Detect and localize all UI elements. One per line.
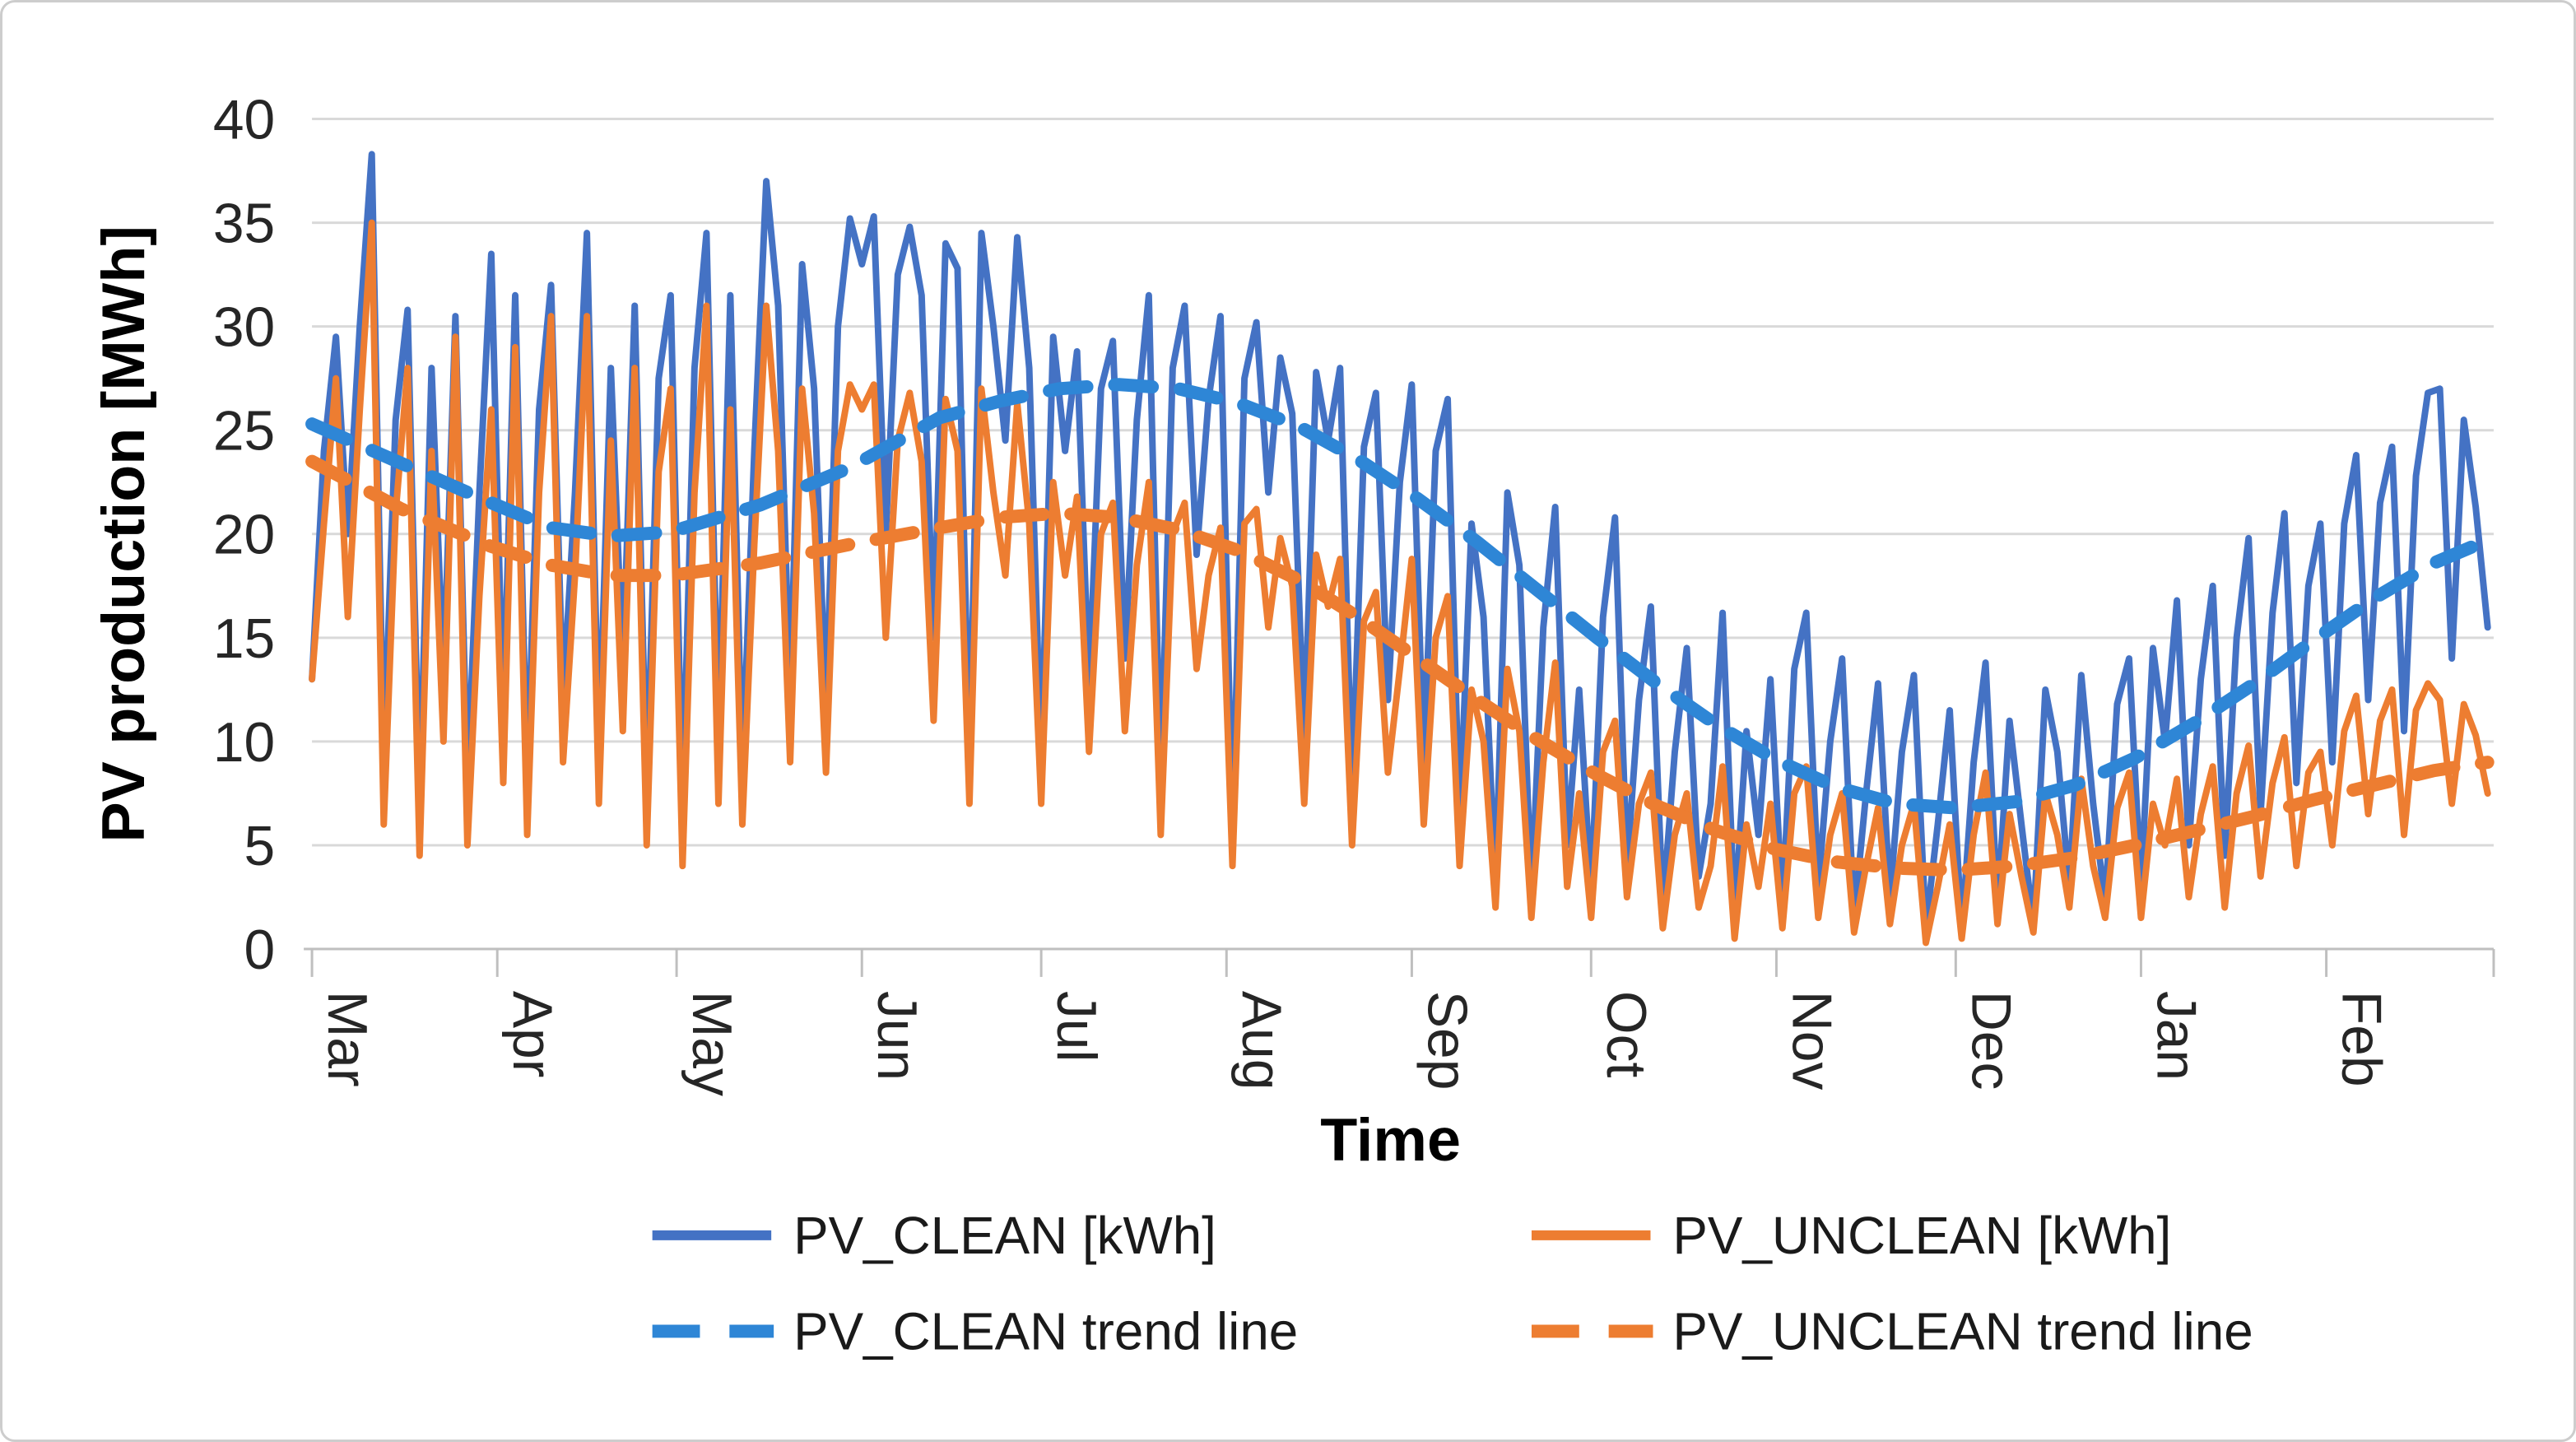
x-tick-label: Sep <box>1416 991 1477 1091</box>
x-axis-title: Time <box>1320 1105 1461 1174</box>
legend-item-pv-unclean-trend: PV_UNCLEAN trend line <box>1531 1301 2253 1361</box>
legend-label: PV_CLEAN trend line <box>793 1301 1298 1361</box>
y-axis-title: PV production [MWh] <box>89 226 157 842</box>
x-tick-label: Dec <box>1960 991 2021 1090</box>
y-tick-label: 10 <box>213 712 275 774</box>
plot-area: 0 5 10 15 20 25 30 35 40 Mar Apr May Jun Jul Aug Sep Oct… <box>213 89 2495 1096</box>
x-tick-label: May <box>681 991 742 1096</box>
x-tick-label: Aug <box>1230 991 1292 1091</box>
y-tick-label: 0 <box>244 919 276 981</box>
x-tick-label: Jul <box>1045 991 1107 1063</box>
x-tick-label: Jun <box>866 991 928 1081</box>
legend: PV_CLEAN [kWh] PV_UNCLEAN [kWh] PV_CLEAN… <box>652 1206 2253 1361</box>
y-tick-label: 15 <box>213 608 275 670</box>
legend-label: PV_UNCLEAN [kWh] <box>1672 1206 2171 1265</box>
y-tick-label: 30 <box>213 297 275 359</box>
series-line-1 <box>309 219 2491 947</box>
trend-line-1 <box>305 454 2495 877</box>
y-tick-label: 40 <box>213 89 275 151</box>
x-tick-label: Feb <box>2331 991 2392 1087</box>
trend-line-0 <box>305 378 2495 815</box>
x-tick-label: Jan <box>2145 991 2206 1081</box>
y-tick-label: 5 <box>244 816 276 877</box>
y-tick-label: 20 <box>213 505 275 566</box>
legend-label: PV_UNCLEAN trend line <box>1672 1301 2253 1361</box>
x-tick-label: Oct <box>1595 991 1657 1078</box>
legend-item-pv-clean: PV_CLEAN [kWh] <box>652 1206 1216 1265</box>
legend-label: PV_CLEAN [kWh] <box>793 1206 1216 1265</box>
y-tick-label: 25 <box>213 401 275 463</box>
legend-item-pv-clean-trend: PV_CLEAN trend line <box>652 1301 1298 1361</box>
y-tick-label: 35 <box>213 193 275 254</box>
x-tick-label: Nov <box>1780 991 1842 1091</box>
x-tick-label: Mar <box>316 991 378 1087</box>
x-tick-label: Apr <box>501 991 563 1077</box>
legend-item-pv-unclean: PV_UNCLEAN [kWh] <box>1531 1206 2171 1265</box>
